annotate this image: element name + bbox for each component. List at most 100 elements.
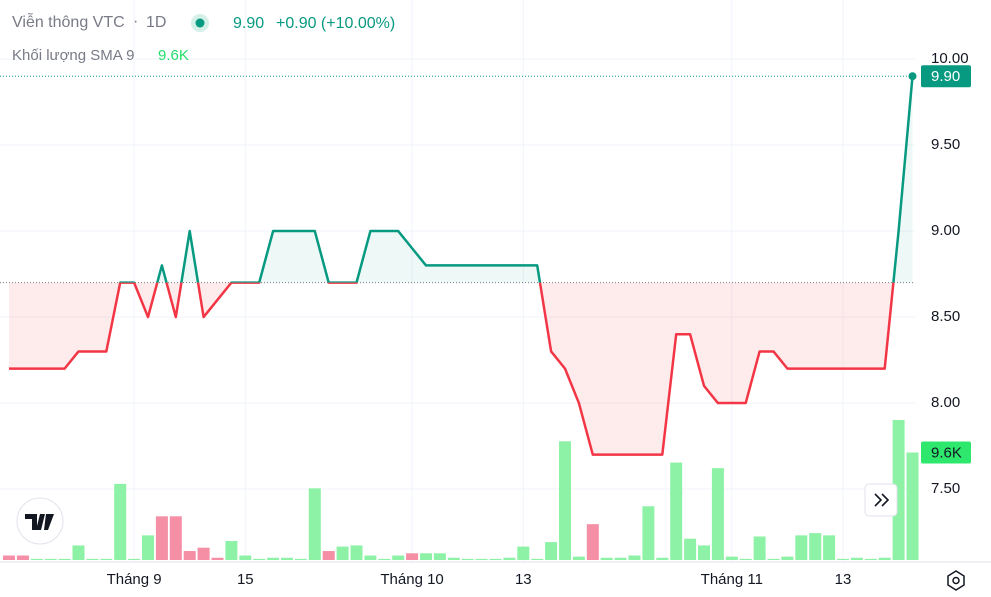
volume-bar	[809, 533, 822, 560]
volume-bar	[600, 557, 613, 560]
y-tick-label: 10.00	[931, 50, 969, 67]
y-tick-label: 8.00	[931, 394, 960, 411]
volume-bar	[725, 556, 738, 560]
volume-bar	[642, 506, 655, 560]
volume-tag-label: 9.6K	[931, 444, 962, 461]
volume-bar	[628, 555, 641, 560]
volume-bar	[86, 558, 99, 560]
volume-bar	[30, 558, 43, 560]
volume-bar	[684, 538, 697, 560]
volume-bar	[461, 558, 474, 560]
volume-bar	[322, 551, 335, 560]
x-tick-label: 13	[835, 571, 852, 588]
volume-title: Khối lượng SMA 9	[12, 47, 134, 64]
volume-bar	[864, 558, 877, 560]
volume-bar	[433, 553, 446, 560]
volume-bar	[294, 558, 307, 560]
settings-dot[interactable]	[952, 576, 960, 585]
settings-button[interactable]	[947, 570, 965, 591]
volume-bar	[378, 558, 391, 560]
scroll-button[interactable]	[864, 483, 898, 517]
volume-bar	[586, 524, 599, 560]
x-tick-label: Tháng 9	[107, 571, 162, 588]
volume-bar	[767, 558, 780, 560]
volume-bar	[781, 556, 794, 560]
volume-bar	[656, 557, 669, 560]
settings-icon[interactable]	[947, 570, 965, 591]
volume-bar	[531, 558, 544, 560]
interval: 1D	[146, 14, 166, 31]
volume-bar	[753, 536, 766, 560]
volume-bar	[698, 545, 710, 560]
volume-bar	[795, 535, 808, 560]
volume-bar	[739, 558, 752, 560]
volume-bar	[44, 558, 57, 560]
volume-bar	[183, 551, 196, 560]
volume-bar	[197, 547, 210, 560]
volume-bar	[155, 516, 168, 560]
volume-bar	[906, 452, 919, 560]
y-tick-label: 9.50	[931, 136, 960, 153]
volume-bar	[308, 488, 321, 560]
volume-bar	[392, 555, 405, 560]
volume-bar	[503, 557, 516, 560]
volume-bar	[837, 558, 849, 560]
tv-logo[interactable]	[16, 497, 64, 545]
volume-bar	[267, 557, 280, 560]
change: +0.90 (+10.00%)	[276, 15, 395, 32]
x-tick-label: 13	[515, 571, 532, 588]
volume-bar	[239, 555, 252, 560]
x-tick-label: 15	[237, 571, 254, 588]
price-line	[9, 282, 895, 456]
volume-bar	[72, 545, 85, 560]
separator: ·	[133, 13, 138, 30]
volume-bar	[545, 542, 558, 560]
volume-bar	[406, 553, 419, 560]
volume-bar	[100, 558, 113, 560]
volume-bar	[711, 468, 724, 560]
volume-bar	[3, 555, 15, 560]
price-area	[9, 282, 894, 455]
last-price-dot	[908, 72, 917, 81]
volume-bar	[475, 558, 488, 560]
scroll-icon[interactable]	[874, 493, 890, 507]
volume-bar	[16, 555, 29, 560]
volume-bar	[420, 553, 432, 560]
volume-bar	[114, 483, 127, 560]
volume-bar	[878, 557, 891, 560]
volume-bar	[572, 556, 585, 560]
volume-bar	[169, 516, 182, 560]
status-dot	[195, 18, 205, 28]
volume-bar	[225, 540, 238, 560]
price: 9.90	[233, 15, 264, 32]
price-line	[118, 76, 914, 283]
y-tick-label: 7.50	[931, 480, 960, 497]
price-clipUp	[9, 76, 914, 283]
price-tag-label: 9.90	[931, 68, 960, 85]
price-tag	[921, 65, 971, 88]
volume-bar	[350, 545, 363, 560]
x-tick-label: Tháng 10	[380, 571, 443, 588]
volume-bar	[517, 546, 530, 560]
volume-bar	[128, 558, 141, 560]
x-tick-label: Tháng 11	[701, 571, 763, 588]
volume-bar	[892, 420, 905, 560]
volume-bar	[142, 535, 154, 560]
volume-bar	[489, 558, 502, 560]
y-tick-label: 9.00	[931, 222, 960, 239]
volume-bar	[281, 557, 293, 560]
volume-bar	[211, 557, 224, 560]
volume-tag	[921, 441, 971, 464]
volume-bar	[58, 558, 71, 560]
logo-mark[interactable]	[25, 514, 54, 530]
volume-bar	[253, 558, 266, 560]
volume-bar	[447, 557, 460, 560]
volume-bar	[364, 555, 377, 560]
volume-bar	[336, 546, 349, 560]
volume-value: 9.6K	[158, 47, 189, 64]
volume-bar	[670, 462, 683, 560]
volume-bar	[614, 557, 627, 560]
volume-bar	[850, 557, 863, 560]
y-tick-label: 8.50	[931, 308, 960, 325]
